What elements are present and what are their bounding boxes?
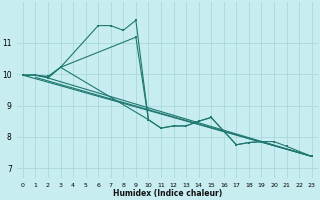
X-axis label: Humidex (Indice chaleur): Humidex (Indice chaleur) (113, 189, 222, 198)
